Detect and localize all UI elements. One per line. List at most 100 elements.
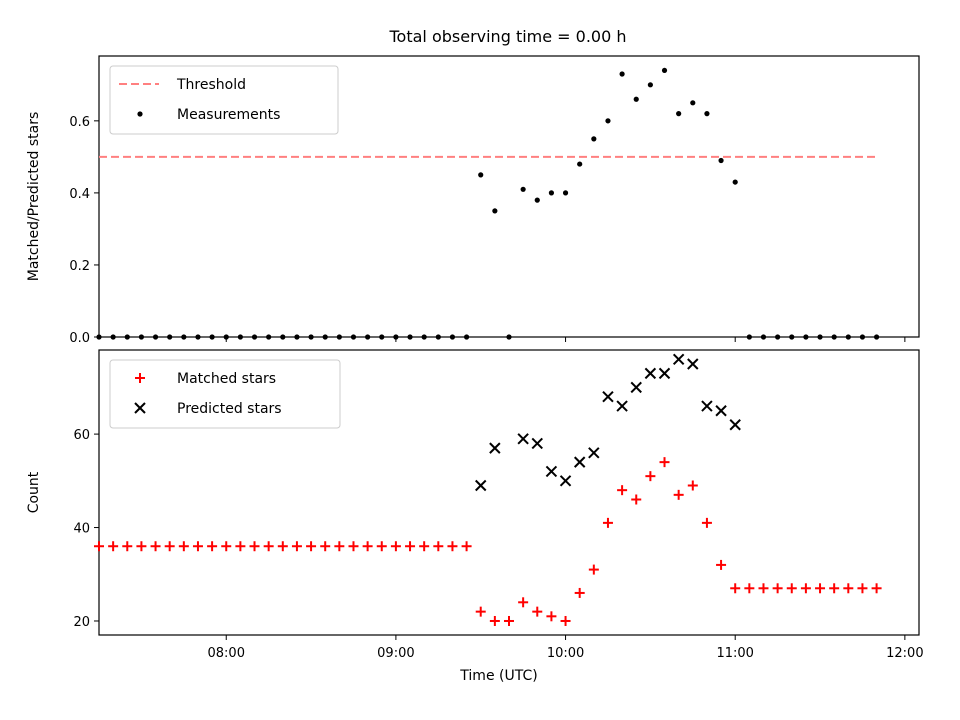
data-point [150,541,161,552]
data-point [676,111,682,117]
data-point [492,208,498,214]
x-b [545,465,558,478]
data-point [122,541,133,552]
data-point [167,334,173,340]
data-point [294,334,300,340]
data-point [843,583,854,594]
y-tick-label: 0.2 [69,259,90,274]
data-point [574,587,585,598]
x-b [701,400,713,412]
data-point [602,391,614,403]
data-point [588,564,599,575]
y-axis-label: Count [26,471,42,513]
data-point [518,597,529,608]
x-b [559,475,572,487]
legend-label: Predicted stars [177,401,282,417]
data-point [393,334,399,340]
data-point [407,334,413,340]
data-point [829,583,840,594]
data-point [772,583,783,594]
data-point [704,111,710,117]
data-point [138,334,145,340]
x-axis-label: Time (UTC) [459,668,537,684]
data-point [562,190,569,196]
data-point [192,541,203,552]
data-point [546,611,557,622]
data-point [817,334,823,340]
data-point [207,541,218,552]
data-point [531,437,543,450]
x-b [658,367,671,380]
data-point [478,172,484,178]
data-point [803,334,809,340]
plot-frame [98,349,920,636]
data-point [334,541,345,552]
x-b [644,367,657,380]
y-tick-label: 60 [73,428,90,443]
chart-title: Total observing time = 0.00 h [388,27,626,46]
legend-label: Matched stars [177,371,276,387]
data-point [701,400,713,412]
data-point [96,334,102,340]
x-b [687,358,699,370]
data-point [362,541,373,552]
data-point [405,541,416,552]
data-point [687,358,699,370]
legend-box [109,359,341,429]
data-point [350,334,357,340]
data-point [94,541,104,552]
data-point [435,334,441,340]
data-point [195,334,201,340]
data-point [306,541,317,552]
data-point [619,71,625,77]
x-b [630,381,642,394]
x-b [517,433,529,445]
data-point [573,456,586,468]
data-point [760,334,767,340]
legend-label: Measurements [177,107,280,123]
data-point [631,494,642,505]
data-point [644,367,657,380]
data-point [263,541,274,552]
data-point [815,583,826,594]
y-tick-label: 0.6 [69,115,90,130]
data-point [545,465,558,478]
data-point [178,541,189,552]
data-point [489,615,500,626]
data-point [661,67,668,74]
data-point [591,136,597,142]
data-point [475,479,487,492]
y-axis-label: Matched/Predicted stars [26,112,42,282]
data-point [859,334,866,340]
data-point [831,334,837,340]
data-point [857,583,868,594]
data-point [873,334,880,340]
data-point [630,381,642,394]
data-point [732,179,738,185]
data-point [463,334,470,340]
x-b [489,442,501,454]
x-b [602,391,614,403]
data-point [136,541,147,552]
data-point [506,334,512,340]
x-b [573,456,586,468]
data-point [647,82,653,88]
data-point [845,334,851,340]
data-point [560,615,571,626]
x-b [616,400,628,412]
data-point [433,541,444,552]
data-point [658,367,671,380]
data-point [249,541,260,552]
data-point [164,541,175,552]
data-point [718,157,724,164]
data-point [532,606,543,617]
data-point [291,541,302,552]
series-predicted-stars [475,353,741,492]
legend-marker [134,402,146,414]
data-point [235,541,246,552]
data-point [789,334,795,340]
x-b [672,353,685,366]
data-point [690,100,696,106]
data-point [221,541,232,552]
